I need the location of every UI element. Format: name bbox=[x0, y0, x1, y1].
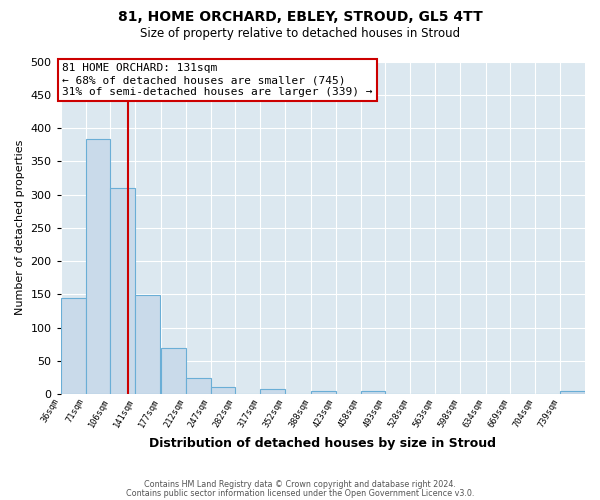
Bar bbox=[110, 188, 136, 394]
Bar bbox=[211, 388, 235, 394]
Text: 81, HOME ORCHARD, EBLEY, STROUD, GL5 4TT: 81, HOME ORCHARD, EBLEY, STROUD, GL5 4TT bbox=[118, 10, 482, 24]
Bar bbox=[361, 392, 385, 394]
Bar bbox=[86, 138, 110, 394]
Bar bbox=[186, 378, 211, 394]
Bar bbox=[311, 391, 335, 394]
Bar bbox=[161, 348, 186, 394]
Text: Contains public sector information licensed under the Open Government Licence v3: Contains public sector information licen… bbox=[126, 488, 474, 498]
X-axis label: Distribution of detached houses by size in Stroud: Distribution of detached houses by size … bbox=[149, 437, 496, 450]
Bar bbox=[61, 298, 86, 394]
Bar bbox=[136, 295, 160, 394]
Text: 81 HOME ORCHARD: 131sqm
← 68% of detached houses are smaller (745)
31% of semi-d: 81 HOME ORCHARD: 131sqm ← 68% of detache… bbox=[62, 64, 373, 96]
Y-axis label: Number of detached properties: Number of detached properties bbox=[15, 140, 25, 316]
Text: Contains HM Land Registry data © Crown copyright and database right 2024.: Contains HM Land Registry data © Crown c… bbox=[144, 480, 456, 489]
Bar bbox=[260, 390, 285, 394]
Text: Size of property relative to detached houses in Stroud: Size of property relative to detached ho… bbox=[140, 28, 460, 40]
Bar bbox=[560, 391, 585, 394]
